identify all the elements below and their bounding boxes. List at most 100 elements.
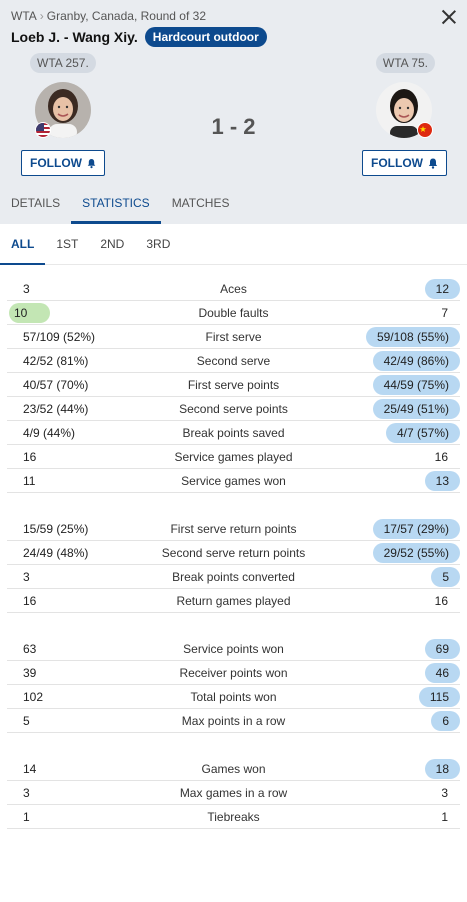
stat-row: 10 Double faults 7 — [7, 301, 460, 325]
away-player-avatar[interactable] — [376, 82, 433, 138]
stat-home-value: 1 — [23, 809, 30, 824]
stat-label: Double faults — [198, 305, 269, 320]
tab-details[interactable]: DETAILS — [11, 196, 61, 210]
stat-away-value: 3 — [441, 785, 448, 800]
match-header: WTA › Granby, Canada, Round of 32 Loeb J. … — [0, 0, 467, 224]
follow-away-label: FOLLOW — [371, 156, 423, 170]
stats-group: 15/59 (25%) First serve return points 17/5… — [7, 517, 460, 613]
stat-home-value: 4/9 (44%) — [23, 425, 76, 440]
stat-row: 16 Return games played 16 — [7, 589, 460, 613]
stat-row: 3 Break points converted 5 — [7, 565, 460, 589]
stat-label: Receiver points won — [179, 665, 288, 680]
away-rank: WTA 75. — [375, 53, 435, 73]
stat-away-value: 17/57 (29%) — [372, 518, 460, 539]
home-rank: WTA 257. — [30, 53, 96, 73]
stats-group: 3 Aces 12 10 Double faults 7 57/109 (52%) First… — [7, 277, 460, 493]
stat-row: 16 Service games played 16 — [7, 445, 460, 469]
stat-row: 57/109 (52%) First serve 59/108 (55%) — [7, 325, 460, 349]
bell-icon — [428, 158, 438, 169]
stat-home-value: 15/59 (25%) — [23, 521, 89, 536]
stat-home-value: 57/109 (52%) — [23, 329, 96, 344]
stat-home-value: 3 — [23, 785, 30, 800]
follow-home-button[interactable]: FOLLOW — [21, 150, 105, 176]
stat-away-value: 7 — [441, 305, 448, 320]
bell-icon — [87, 158, 96, 168]
close-icon[interactable] — [441, 9, 457, 25]
stat-row: 14 Games won 18 — [7, 757, 460, 781]
stat-away-value: 13 — [424, 470, 460, 491]
stat-row: 11 Service games won 13 — [7, 469, 460, 493]
stat-label: Aces — [220, 281, 247, 296]
stat-row: 1 Tiebreaks 1 — [7, 805, 460, 829]
stat-home-value: 24/49 (48%) — [23, 545, 89, 560]
breadcrumb-separator: › — [39, 9, 44, 23]
tab-statistics[interactable]: STATISTICS — [71, 186, 161, 224]
stat-row: 63 Service points won 69 — [7, 637, 460, 661]
stat-label: Max games in a row — [179, 785, 288, 800]
stat-away-value: 44/59 (75%) — [372, 374, 460, 395]
stat-label: Total points won — [190, 689, 277, 704]
stat-away-value: 4/7 (57%) — [385, 422, 460, 443]
stat-row: 40/57 (70%) First serve points 44/59 (75%) — [7, 373, 460, 397]
home-player-avatar[interactable] — [35, 82, 91, 138]
stat-row: 4/9 (44%) Break points saved 4/7 (57%) — [7, 421, 460, 445]
stat-away-value: 42/49 (86%) — [372, 350, 460, 371]
stat-home-value: 16 — [23, 449, 37, 464]
tab-period-1st[interactable]: 1ST — [56, 237, 79, 251]
stat-row: 24/49 (48%) Second serve return points 29/… — [7, 541, 460, 565]
tab-matches[interactable]: MATCHES — [171, 196, 230, 210]
stats-group: 63 Service points won 69 39 Receiver points … — [7, 637, 460, 733]
tab-period-all[interactable]: ALL — [0, 224, 46, 265]
china-flag-icon — [417, 122, 433, 138]
usa-flag-icon — [35, 122, 51, 138]
stat-label: Break points converted — [172, 569, 295, 584]
stat-home-value: 3 — [23, 569, 30, 584]
stat-away-value: 16 — [434, 449, 448, 464]
stat-away-value: 69 — [424, 638, 460, 659]
stat-row: 3 Aces 12 — [7, 277, 460, 301]
stat-row: 39 Receiver points won 46 — [7, 661, 460, 685]
stat-label: First serve — [205, 329, 262, 344]
stat-away-value: 25/49 (51%) — [372, 398, 460, 419]
tab-period-2nd[interactable]: 2ND — [100, 237, 125, 251]
stat-label: Games won — [201, 761, 266, 776]
surface-badge: Hardcourt outdoor — [144, 27, 267, 47]
stat-home-value: 16 — [23, 593, 37, 608]
breadcrumb-tour[interactable]: WTA — [11, 9, 37, 23]
stat-away-value: 1 — [441, 809, 448, 824]
stat-label: Return games played — [176, 593, 291, 608]
stat-home-value: 102 — [23, 689, 44, 704]
stat-away-value: 6 — [431, 710, 460, 731]
stat-away-value: 12 — [424, 278, 460, 299]
follow-away-button[interactable]: FOLLOW — [362, 150, 447, 176]
stat-label: First serve points — [187, 377, 280, 392]
stat-label: Service games played — [174, 449, 293, 464]
match-title: Loeb J. - Wang Xiy. Hardcourt outdoor — [11, 27, 267, 47]
stat-row: 102 Total points won 115 — [7, 685, 460, 709]
main-tabs: DETAILS STATISTICS MATCHES — [0, 186, 240, 224]
stat-row: 42/52 (81%) Second serve 42/49 (86%) — [7, 349, 460, 373]
stat-label: Second serve points — [179, 401, 288, 416]
breadcrumb-event[interactable]: Granby, Canada, Round of 32 — [46, 9, 206, 23]
stat-label: Service points won — [183, 641, 284, 656]
stat-row: 5 Max points in a row 6 — [7, 709, 460, 733]
stat-away-value: 16 — [434, 593, 448, 608]
stat-home-value: 10 — [7, 302, 51, 323]
tab-period-3rd[interactable]: 3RD — [146, 237, 171, 251]
stats-group: 14 Games won 18 3 Max games in a row 3 1 Tiebre… — [7, 757, 460, 829]
stat-label: Tiebreaks — [207, 809, 260, 824]
stat-home-value: 63 — [23, 641, 37, 656]
statistics-table: 3 Aces 12 10 Double faults 7 57/109 (52%) First… — [0, 277, 467, 829]
match-score: 1 - 2 — [211, 114, 256, 139]
stat-label: Second serve — [196, 353, 271, 368]
follow-home-label: FOLLOW — [30, 156, 82, 170]
stat-label: First serve return points — [170, 521, 297, 536]
stat-away-value: 18 — [424, 758, 460, 779]
stat-away-value: 46 — [424, 662, 460, 683]
stat-away-value: 59/108 (55%) — [365, 326, 460, 347]
stat-label: Max points in a row — [181, 713, 286, 728]
stat-label: Break points saved — [182, 425, 285, 440]
stat-home-value: 23/52 (44%) — [23, 401, 89, 416]
stat-home-value: 14 — [23, 761, 37, 776]
stat-away-value: 29/52 (55%) — [372, 542, 460, 563]
